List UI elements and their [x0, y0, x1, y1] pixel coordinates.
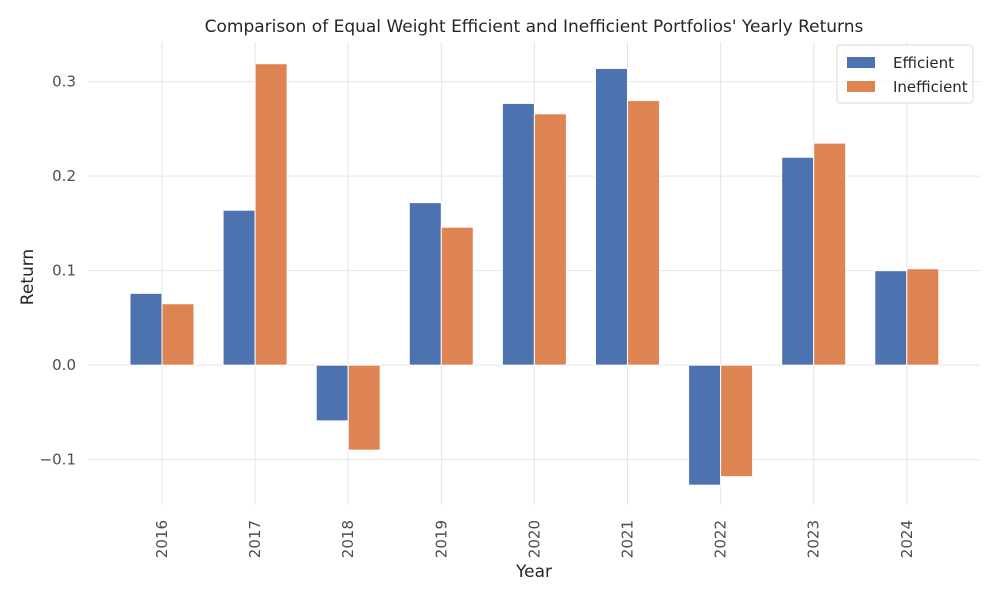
- legend-label-inefficient: Inefficient: [893, 78, 968, 96]
- legend-label-efficient: Efficient: [893, 54, 954, 72]
- y-tick-label: 0.2: [52, 167, 76, 185]
- bar-inefficient-2021: [627, 100, 660, 366]
- bar-efficient-2019: [408, 202, 442, 366]
- bar-efficient-2024: [874, 270, 908, 366]
- legend-swatch-efficient: [847, 57, 875, 68]
- bar-efficient-2020: [501, 102, 535, 366]
- bar-inefficient-2020: [533, 113, 567, 366]
- bar-efficient-2016: [129, 292, 163, 366]
- legend: Efficient Inefficient: [836, 44, 974, 104]
- bar-inefficient-2017: [254, 63, 288, 366]
- x-tick-label: 2021: [619, 520, 637, 558]
- bar-inefficient-2016: [161, 303, 195, 366]
- x-axis-label: Year: [515, 562, 552, 582]
- legend-swatch-inefficient: [847, 81, 875, 92]
- bar-efficient-2023: [781, 156, 815, 366]
- bar-inefficient-2022: [720, 364, 754, 478]
- x-tick-label: 2023: [805, 520, 823, 558]
- x-tick-label: 2024: [898, 520, 916, 558]
- y-tick-label: 0.0: [52, 356, 76, 374]
- x-tick-label: 2016: [153, 520, 171, 558]
- bar-efficient-2018: [315, 364, 349, 422]
- x-tick-label: 2017: [246, 520, 264, 558]
- x-tick-label: 2019: [432, 520, 450, 558]
- y-tick-label: 0.3: [52, 73, 76, 91]
- y-axis-label: Return: [18, 249, 38, 305]
- x-tick-label: 2020: [525, 520, 543, 558]
- bar-inefficient-2018: [347, 364, 381, 451]
- bar-efficient-2022: [688, 364, 722, 486]
- x-tick-label: 2018: [339, 520, 357, 558]
- y-tick-labels: −0.1 0.0 0.1 0.2 0.3: [40, 73, 76, 469]
- chart-title: Comparison of Equal Weight Efficient and…: [205, 17, 864, 37]
- x-tick-label: 2022: [712, 520, 730, 558]
- x-tick-labels: 2016 2017 2018 2019 2020 2021 2022 2023 2024: [153, 520, 916, 558]
- bars: [129, 63, 940, 486]
- bar-efficient-2021: [595, 67, 628, 366]
- y-tick-label: −0.1: [40, 451, 76, 469]
- y-tick-label: 0.1: [52, 262, 76, 280]
- bar-inefficient-2023: [813, 142, 847, 366]
- bar-efficient-2017: [222, 209, 256, 366]
- bar-inefficient-2019: [440, 226, 474, 366]
- bar-inefficient-2024: [906, 268, 940, 366]
